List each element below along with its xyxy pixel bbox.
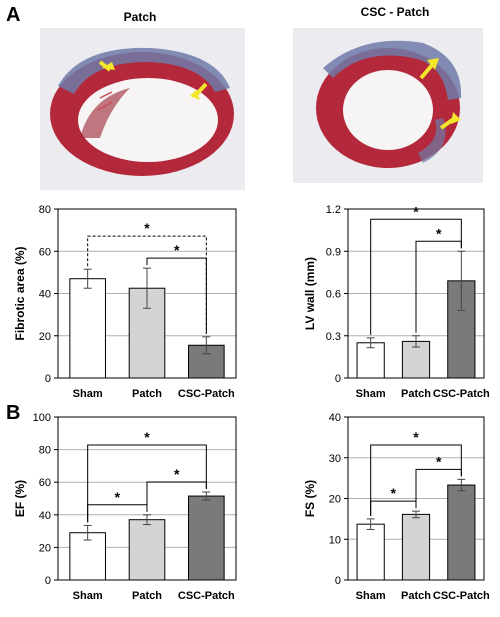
significance-star: * <box>436 453 442 469</box>
y-axis-label: Fibrotic area (%) <box>13 246 27 340</box>
x-category-label: Sham <box>73 388 103 400</box>
y-tick-label: 0.3 <box>326 331 341 343</box>
y-tick-label: 60 <box>39 477 51 489</box>
y-tick-label: 40 <box>39 510 51 522</box>
significance-star: * <box>413 203 419 219</box>
bar-chart-lv-wall: 0 0.3 0.6 0.9 1.2 LV wall (mm) Sham Patch CSC-Pa… <box>303 203 490 400</box>
significance-bracket <box>370 218 462 335</box>
significance-star: * <box>144 429 150 445</box>
x-category-label: Sham <box>356 388 386 400</box>
significance-bracket <box>370 444 462 516</box>
bar-sham <box>69 278 106 379</box>
bar-sham <box>356 342 385 379</box>
x-category-label: Patch <box>401 590 431 602</box>
bar-chart-fs: 0 10 20 30 40 FS (%) Sham Patch CSC-Patch * * * <box>303 412 490 602</box>
histology-image-patch <box>40 28 245 190</box>
y-axis-label: EF (%) <box>13 480 27 517</box>
y-tick-label: 100 <box>33 412 51 424</box>
y-tick-label: 40 <box>39 289 51 301</box>
significance-bracket <box>146 257 207 334</box>
x-category-label: Patch <box>132 388 162 400</box>
x-category-label: CSC-Patch <box>433 590 490 602</box>
bar-patch <box>128 519 166 581</box>
y-tick-label: 0 <box>335 373 341 385</box>
y-tick-label: 80 <box>39 445 51 457</box>
y-axis-label: LV wall (mm) <box>303 257 317 330</box>
y-axis-label: FS (%) <box>303 480 317 517</box>
x-category-label: CSC-Patch <box>178 590 235 602</box>
image-title-patch: Patch <box>123 10 157 24</box>
significance-star: * <box>115 489 121 505</box>
bar-chart-ef: 0 20 40 60 80 100 EF (%) Sham Patch CSC-Patch * * * <box>13 412 237 602</box>
y-tick-label: 10 <box>329 534 341 546</box>
significance-star: * <box>391 485 397 501</box>
y-tick-label: 0 <box>45 575 51 587</box>
bar-csc-patch <box>188 495 225 581</box>
significance-star: * <box>413 429 419 445</box>
y-tick-label: 60 <box>39 246 51 258</box>
x-category-label: Patch <box>132 590 162 602</box>
panel-label-a: A <box>6 4 21 26</box>
x-category-label: Sham <box>73 590 103 602</box>
y-tick-label: 0 <box>335 575 341 587</box>
y-tick-label: 0.9 <box>326 246 341 258</box>
bar-chart-fibrotic-area: 0 20 40 60 80 Fibrotic area (%) Sham Patch CSC-P… <box>13 204 237 400</box>
significance-bracket <box>87 444 207 523</box>
y-tick-label: 20 <box>39 331 51 343</box>
x-category-label: CSC-Patch <box>178 388 235 400</box>
y-tick-label: 40 <box>329 412 341 424</box>
y-tick-label: 20 <box>329 494 341 506</box>
y-tick-label: 1.2 <box>326 204 341 216</box>
x-category-label: Patch <box>401 388 431 400</box>
significance-star: * <box>144 220 150 236</box>
bar-patch <box>401 513 431 581</box>
significance-star: * <box>436 225 442 241</box>
significance-star: * <box>174 242 180 258</box>
y-tick-label: 80 <box>39 204 51 216</box>
x-category-label: Sham <box>356 590 386 602</box>
y-tick-label: 0.6 <box>326 289 341 301</box>
image-title-csc-patch: CSC - Patch <box>360 5 430 19</box>
bar-csc-patch <box>447 484 476 581</box>
significance-bracket <box>370 500 417 516</box>
y-tick-label: 0 <box>45 373 51 385</box>
panel-label-b: B <box>6 402 21 424</box>
bar-patch <box>128 287 166 379</box>
bar-sham <box>356 523 385 581</box>
significance-star: * <box>174 466 180 482</box>
x-category-label: CSC-Patch <box>433 388 490 400</box>
histology-image-csc-patch <box>293 28 483 183</box>
significance-bracket <box>87 235 207 334</box>
y-tick-label: 20 <box>39 542 51 554</box>
y-tick-label: 30 <box>329 453 341 465</box>
